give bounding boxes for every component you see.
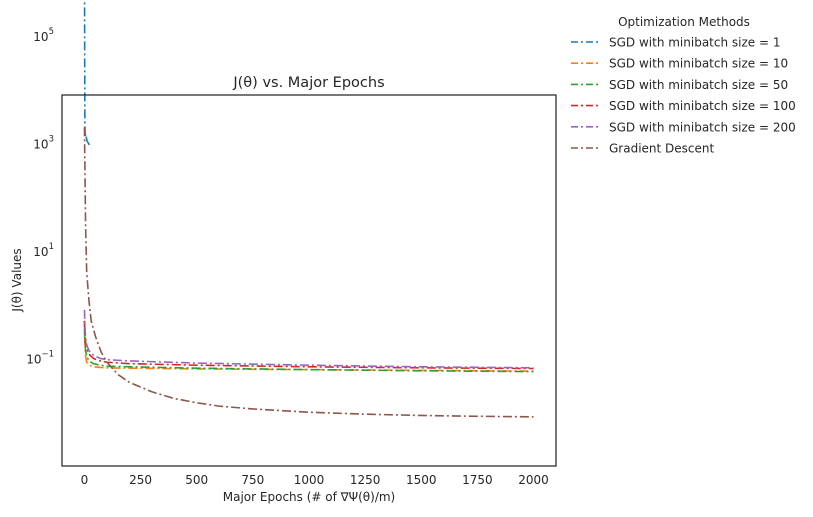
y-axis-label: J(θ) Values [10, 248, 24, 312]
y-tick-label: 10−1 [26, 349, 54, 366]
legend-label-6: Gradient Descent [609, 142, 715, 156]
series-line-6 [83, 127, 534, 418]
y-tick-labels: 105 103 101 10−1 [26, 27, 54, 367]
series-layer [83, 0, 534, 418]
series-line-4 [83, 320, 534, 370]
chart-title: J(θ) vs. Major Epochs [232, 75, 384, 91]
x-tick-label: 1000 [294, 473, 325, 487]
legend-label-3: SGD with minibatch size = 50 [609, 78, 788, 92]
x-tick-label: 250 [129, 473, 152, 487]
y-tick-label: 101 [33, 242, 54, 259]
series-line-3 [83, 329, 534, 373]
x-tick-label: 1750 [462, 473, 493, 487]
y-tick-label: 105 [33, 27, 54, 44]
x-tick-label: 2000 [518, 473, 549, 487]
plot-frame [61, 94, 557, 467]
x-tick-label: 1500 [406, 473, 437, 487]
x-tick-label: 0 [81, 473, 89, 487]
legend: Optimization Methods SGD with minibatch … [571, 15, 796, 156]
x-tick-label: 500 [185, 473, 208, 487]
legend-label-4: SGD with minibatch size = 100 [609, 99, 796, 113]
x-tick-label: 1250 [350, 473, 381, 487]
legend-label-2: SGD with minibatch size = 10 [609, 57, 788, 71]
legend-label-5: SGD with minibatch size = 200 [609, 120, 796, 134]
x-tick-label: 750 [241, 473, 264, 487]
series-line-5 [83, 309, 534, 369]
legend-title: Optimization Methods [618, 15, 750, 29]
y-tick-label: 103 [33, 134, 54, 151]
legend-label-1: SGD with minibatch size = 1 [609, 36, 781, 50]
plot-area [62, 95, 556, 466]
x-tick-labels: 0 250 500 750 1000 1250 1500 1750 2000 [81, 473, 549, 487]
series-line-1 [83, 0, 91, 147]
series-line-2 [83, 320, 534, 372]
x-axis-label: Major Epochs (# of ∇Ψ(θ)/m) [223, 490, 395, 504]
